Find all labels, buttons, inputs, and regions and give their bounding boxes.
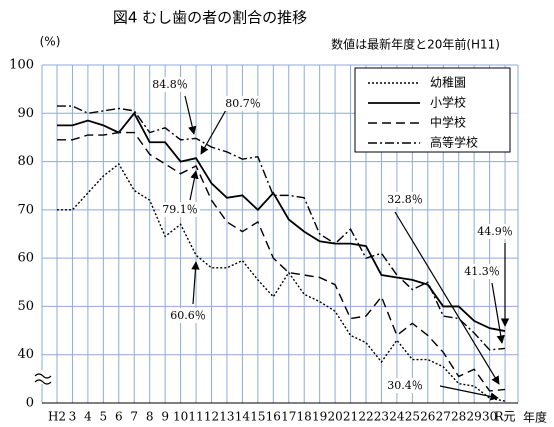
annotation-label: 60.6％ xyxy=(170,309,206,322)
x-tick-label: 9 xyxy=(161,410,169,424)
x-tick-label: H2 xyxy=(48,410,66,424)
x-tick-label: 16 xyxy=(266,410,281,424)
x-tick-label: 19 xyxy=(312,410,327,424)
legend-box xyxy=(354,67,511,153)
x-tick-label: 30 xyxy=(482,410,497,424)
annotation-bg xyxy=(168,308,208,323)
x-tick-label: 27 xyxy=(436,410,451,424)
annotation-arrow xyxy=(394,211,500,385)
x-tick-label: 15 xyxy=(250,410,265,424)
y-tick-label: 90 xyxy=(17,106,34,121)
annotation-label: 44.9％ xyxy=(477,225,513,238)
chart-title: 図4 むし歯の者の割合の推移 xyxy=(113,9,307,27)
legend-label: 幼稚園 xyxy=(430,76,466,90)
x-tick-label: 17 xyxy=(281,410,296,424)
annotation-arrow xyxy=(439,385,499,401)
annotation-arrow xyxy=(491,282,505,344)
annotation-label: 79.1％ xyxy=(162,203,198,216)
x-tick-label: 25 xyxy=(405,410,420,424)
annotation-bg xyxy=(385,378,425,393)
series-line xyxy=(57,162,506,402)
y-tick-label: 70 xyxy=(17,202,34,217)
x-tick-label: 29 xyxy=(467,410,482,424)
annotation-label: 30.4％ xyxy=(387,379,423,392)
annotation-label: 80.7％ xyxy=(225,97,261,110)
annotation-bg xyxy=(385,192,425,207)
x-tick-label: 14 xyxy=(235,410,251,424)
annotation-label: 41.3％ xyxy=(464,265,500,278)
y-tick-label: 0 xyxy=(26,396,34,411)
y-tick-label: 60 xyxy=(17,251,34,266)
annotation-arrow xyxy=(184,95,197,135)
x-tick-label: 28 xyxy=(451,410,466,424)
x-tick-label: 20 xyxy=(327,410,342,424)
axis-break xyxy=(34,370,52,385)
series-line xyxy=(57,131,506,392)
x-axis-label: 年度 xyxy=(523,410,547,425)
x-tick-label: 3 xyxy=(69,410,77,424)
x-tick-label: 26 xyxy=(420,410,435,424)
annotation-arrow xyxy=(200,109,227,155)
x-tick-label: R元 xyxy=(495,410,516,424)
x-tick-label: 4 xyxy=(84,410,92,424)
annotation-bg xyxy=(223,96,263,111)
y-tick-label: 100 xyxy=(9,58,34,73)
x-tick-label: 5 xyxy=(100,410,108,424)
x-tick-label: 10 xyxy=(173,410,188,424)
annotation-bg xyxy=(462,264,502,279)
y-tick-label: 80 xyxy=(17,154,34,169)
x-tick-label: 7 xyxy=(130,410,138,424)
x-tick-label: 6 xyxy=(115,410,123,424)
legend-label: 小学校 xyxy=(430,95,466,110)
chart-subtitle: 数値は最新年度と20年前(H11) xyxy=(331,37,500,52)
x-tick-label: 24 xyxy=(389,410,405,424)
x-tick-label: 13 xyxy=(219,410,234,424)
y-tick-label: 40 xyxy=(17,347,34,362)
x-tick-label: 18 xyxy=(297,410,312,424)
annotations: 84.8％ 80.7％ 79.1％ 60.6％ 32.8％ 44.9％ 41.3％ 30.4％ xyxy=(150,77,515,401)
y-axis-label: (%) xyxy=(40,35,61,49)
annotation-bg xyxy=(150,77,190,92)
annotation-label: 84.8％ xyxy=(152,78,188,91)
annotation-bg xyxy=(475,224,515,239)
x-tick-label: 23 xyxy=(374,410,389,424)
x-tick-label: 21 xyxy=(343,410,358,424)
annotation-label: 32.8％ xyxy=(387,193,423,206)
x-tick-label: 11 xyxy=(188,410,203,424)
annotation-bg xyxy=(160,202,200,217)
x-tick-label: 12 xyxy=(204,410,219,424)
annotation-arrow xyxy=(189,170,199,201)
x-tick-label: 22 xyxy=(358,410,373,424)
legend-label: 高等学校 xyxy=(430,135,478,150)
lines xyxy=(57,105,506,402)
series-line xyxy=(57,105,506,351)
legend-label: 中学校 xyxy=(430,115,466,130)
annotation-arrow xyxy=(191,261,200,305)
x-tick-label: 8 xyxy=(146,410,154,424)
y-tick-label: 50 xyxy=(17,299,34,314)
